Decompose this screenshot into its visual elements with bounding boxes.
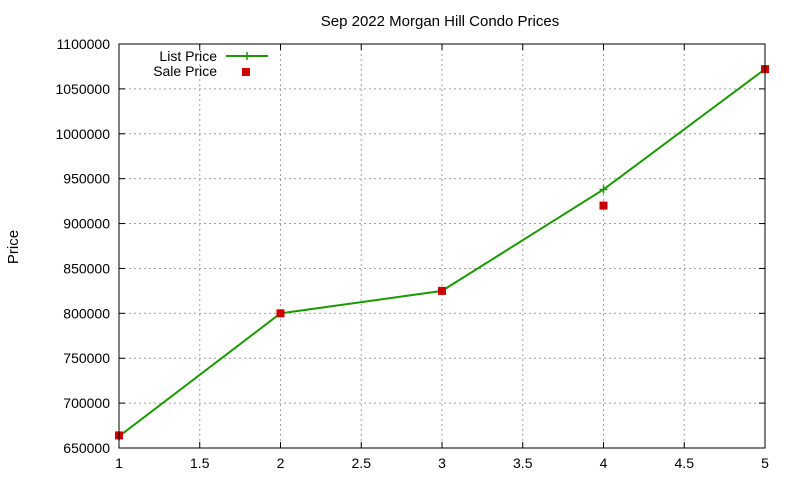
x-tick-label: 4 (600, 455, 608, 471)
y-tick-label: 1050000 (55, 81, 110, 97)
x-tick-label: 2 (277, 455, 285, 471)
y-tick-labels: 650000 700000 750000 800000 850000 900000 9500… (55, 36, 110, 456)
x-tick-label: 3.5 (513, 455, 533, 471)
y-tick-label: 950000 (63, 171, 110, 187)
x-tick-label: 4.5 (675, 455, 695, 471)
y-tick-label: 650000 (63, 440, 110, 456)
y-tick-label: 750000 (63, 350, 110, 366)
y-tick-label: 850000 (63, 260, 110, 276)
y-tick-label: 1000000 (55, 126, 110, 142)
grid-lines (119, 44, 765, 448)
x-tick-label: 3 (438, 455, 446, 471)
chart-title: Sep 2022 Morgan Hill Condo Prices (321, 13, 559, 30)
list-price-point (599, 185, 608, 194)
legend-marker-list-price (243, 52, 251, 60)
x-tick-label: 1 (115, 455, 123, 471)
legend-label-list-price: List Price (159, 48, 217, 64)
sale-price-point (276, 309, 285, 318)
x-tick-label: 1.5 (190, 455, 210, 471)
sale-price-point (438, 286, 446, 295)
y-tick-label: 900000 (63, 216, 110, 232)
plot-frame (118, 43, 766, 449)
x-tick-labels: 1 1.5 2 2.5 3 3.5 4 4.5 5 (115, 455, 769, 471)
legend-label-sale-price: Sale Price (153, 63, 217, 79)
y-axis-label: Price (5, 230, 22, 264)
y-tick-label: 1100000 (57, 36, 111, 52)
x-tick-label: 5 (761, 455, 769, 471)
y-tick-label: 800000 (63, 305, 110, 321)
legend-marker-sale-price (242, 68, 250, 76)
y-tick-label: 700000 (63, 395, 110, 411)
sale-price-point (599, 201, 608, 210)
x-tick-label: 2.5 (352, 455, 372, 471)
